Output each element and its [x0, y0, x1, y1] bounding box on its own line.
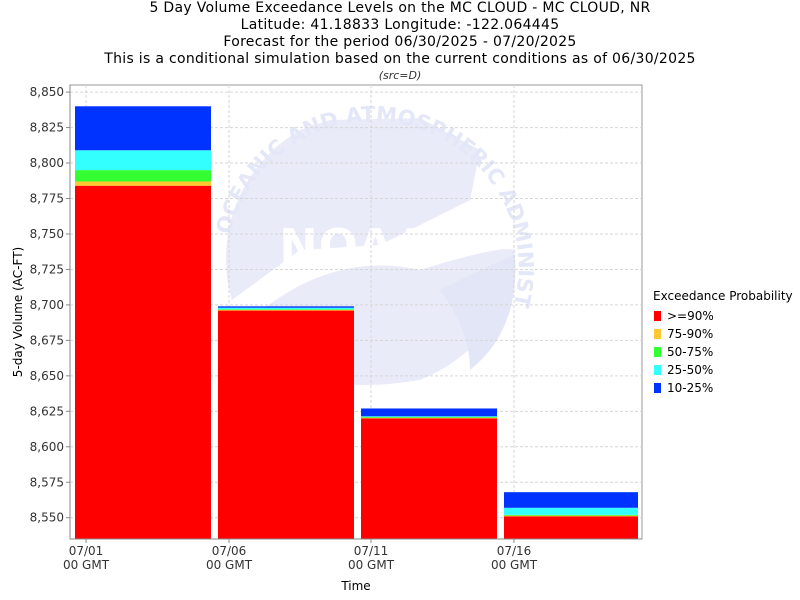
bar-group [75, 106, 638, 539]
legend-label: 75-90% [667, 327, 714, 341]
legend-label: 25-50% [667, 363, 714, 377]
chart-title-block: 5 Day Volume Exceedance Levels on the MC… [0, 0, 800, 83]
bar-segment [218, 310, 354, 539]
legend-swatch [654, 383, 661, 393]
bar-segment [218, 307, 354, 310]
y-tick-label: 8,700 [30, 298, 64, 312]
bar-segment [361, 416, 497, 417]
y-tick-label: 8,550 [30, 511, 64, 525]
bar-segment [218, 309, 354, 311]
y-tick-label: 8,825 [30, 121, 64, 135]
x-tick-label-date: 07/11 [354, 544, 389, 558]
y-tick-label: 8,775 [30, 192, 64, 206]
bar-segment [75, 170, 211, 182]
y-tick-label: 8,750 [30, 227, 64, 241]
y-tick-label: 8,725 [30, 262, 64, 276]
legend-item: 25-50% [653, 361, 793, 379]
bar-segment [361, 416, 497, 418]
chart-title-line-1: 5 Day Volume Exceedance Levels on the MC… [149, 0, 651, 16]
bar-segment [504, 492, 638, 508]
y-axis-label: 5-day Volume (AC-FT) [11, 247, 25, 377]
legend-swatch [654, 329, 661, 339]
bar-segment [218, 309, 354, 310]
x-tick-label-time: 00 GMT [348, 558, 395, 572]
bar-segment [361, 408, 497, 417]
watermark-noaa-text: NOAA [279, 219, 431, 273]
chart-title-line-3: Forecast for the period 06/30/2025 - 07/… [223, 34, 577, 50]
chart-subtitle: (src=D) [378, 69, 422, 82]
bar-segment [75, 106, 211, 151]
legend-label: >=90% [667, 309, 714, 323]
legend-item: 50-75% [653, 343, 793, 361]
y-tick-label: 8,625 [30, 404, 64, 418]
x-tick-label-time: 00 GMT [63, 558, 110, 572]
y-tick-label: 8,800 [30, 156, 64, 170]
bar-segment [504, 514, 638, 516]
chart-title-line-2: Latitude: 41.18833 Longitude: -122.06444… [240, 17, 560, 33]
legend-item: 10-25% [653, 379, 793, 397]
y-tick-label: 8,600 [30, 440, 64, 454]
bar-segment [75, 181, 211, 186]
bar-segment [361, 418, 497, 539]
x-tick-label-time: 00 GMT [491, 558, 538, 572]
legend-swatch [654, 347, 661, 357]
bar-segment [504, 516, 638, 539]
x-tick-label-date: 07/01 [69, 544, 104, 558]
y-tick-label: 8,575 [30, 475, 64, 489]
legend-items: >=90% 75-90% 50-75% 25-50% 10-25% [653, 307, 793, 397]
x-tick-label-time: 00 GMT [206, 558, 253, 572]
legend-swatch [654, 365, 661, 375]
legend-label: 10-25% [667, 381, 714, 395]
legend-label: 50-75% [667, 345, 714, 359]
bar-segment [218, 306, 354, 308]
y-axis: 8,550 8,575 8,600 8,625 8,650 8,675 8,700 8,725… [30, 85, 71, 539]
bar-segment [75, 185, 211, 539]
bar-segment [504, 507, 638, 515]
legend-item: >=90% [653, 307, 793, 325]
legend-item: 75-90% [653, 325, 793, 343]
x-tick-label-date: 07/06 [212, 544, 247, 558]
legend: Exceedance Probability >=90% 75-90% 50-75%… [653, 289, 793, 397]
x-axis-label: Time [340, 579, 370, 593]
bar-segment [361, 417, 497, 419]
y-tick-label: 8,675 [30, 333, 64, 347]
y-tick-label: 8,850 [30, 85, 64, 99]
x-tick-label-date: 07/16 [497, 544, 532, 558]
legend-swatch [654, 311, 661, 321]
legend-title: Exceedance Probability [653, 289, 793, 303]
chart-title-line-4: This is a conditional simulation based o… [104, 51, 696, 67]
bar-segment [75, 150, 211, 171]
bar-segment [504, 515, 638, 517]
y-tick-label: 8,650 [30, 369, 64, 383]
